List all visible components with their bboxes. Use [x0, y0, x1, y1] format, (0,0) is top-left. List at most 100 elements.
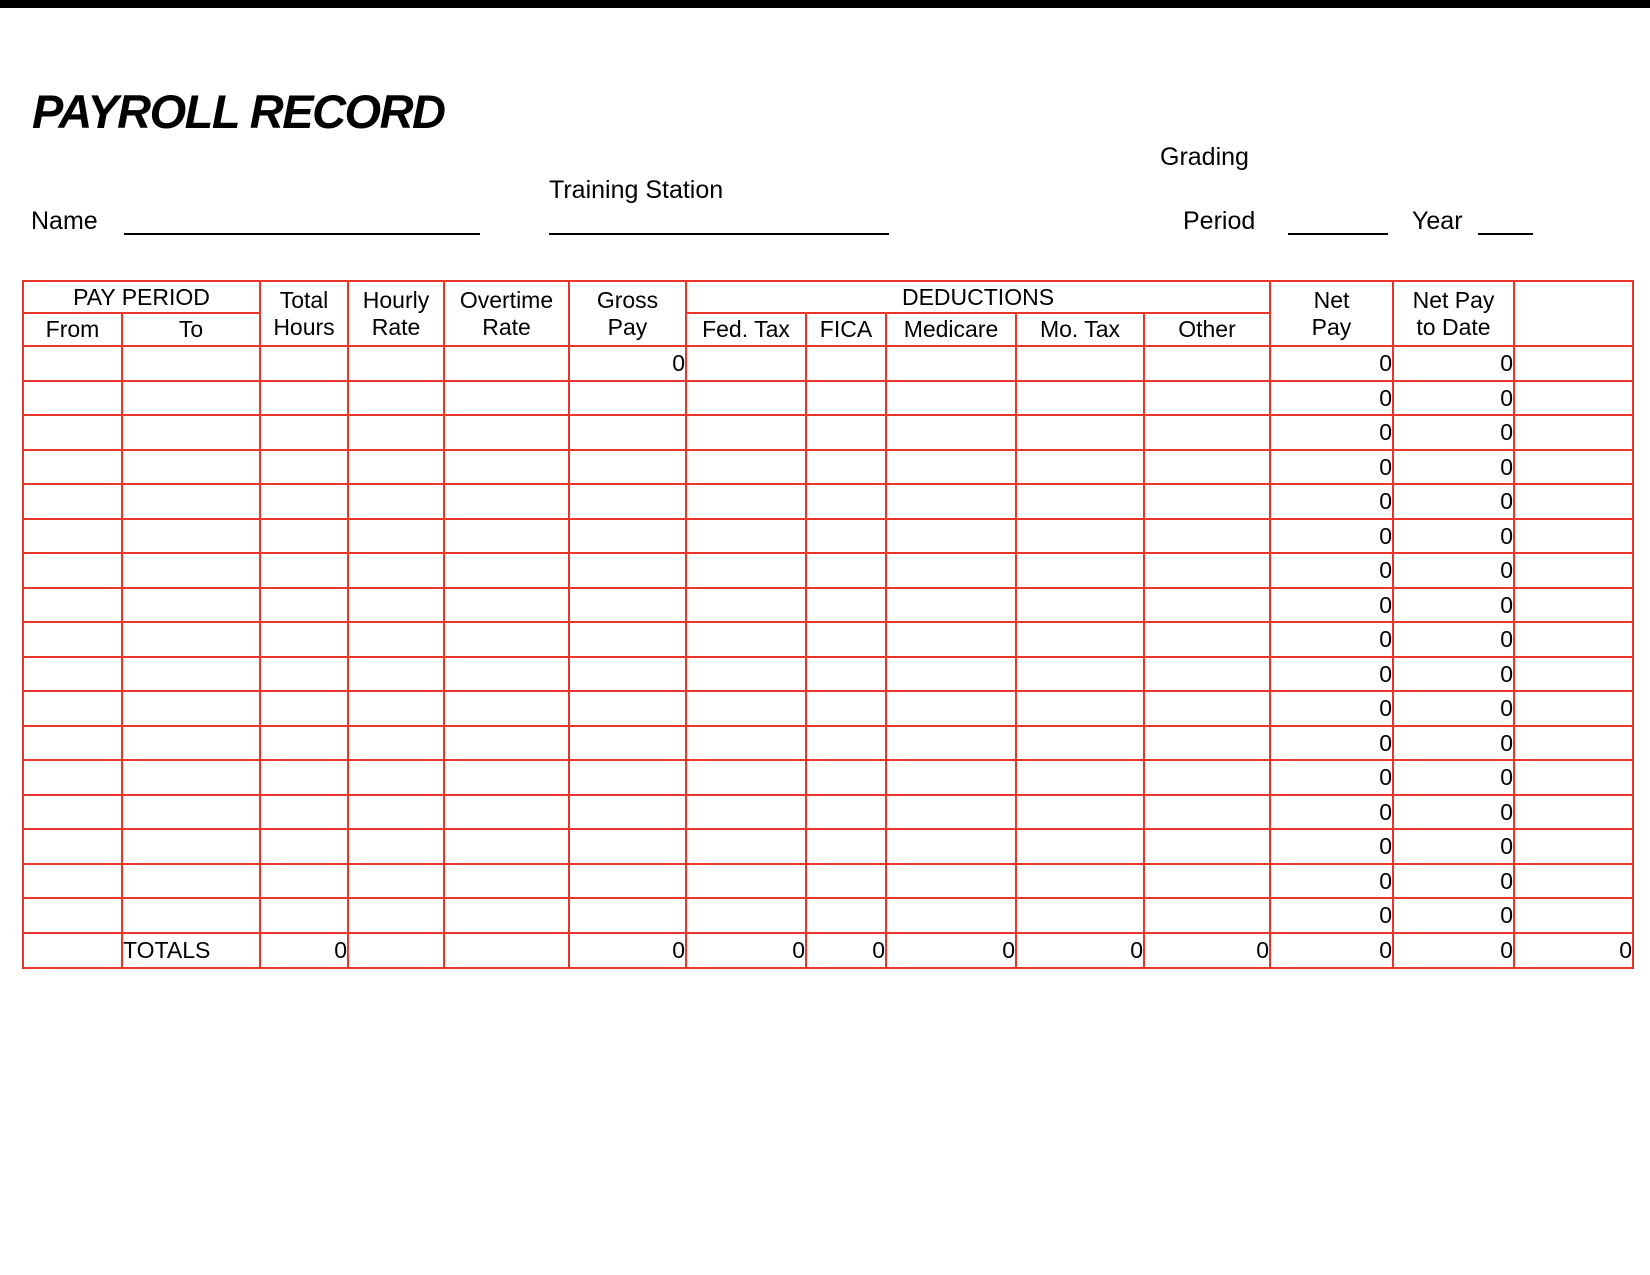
cell-net_pay_to_date-row14[interactable]: 0 [1392, 793, 1515, 830]
cell-net_pay_to_date-row3[interactable]: 0 [1392, 414, 1515, 451]
cell-hourly_rate-row2[interactable] [347, 379, 445, 416]
cell-to-row2[interactable] [121, 379, 261, 416]
cell-net_pay-row1[interactable]: 0 [1269, 345, 1394, 382]
cell-medicare-row4[interactable] [885, 448, 1017, 485]
cell-net_pay-totals[interactable]: 0 [1269, 931, 1394, 969]
cell-gross_pay-row3[interactable] [568, 414, 687, 451]
cell-other-row11[interactable] [1143, 690, 1271, 727]
cell-from-row15[interactable] [22, 828, 123, 865]
cell-gross_pay-row8[interactable] [568, 586, 687, 623]
cell-mo_tax-row13[interactable] [1015, 759, 1145, 796]
cell-overtime_rate-row3[interactable] [443, 414, 570, 451]
cell-net_pay-row17[interactable]: 0 [1269, 897, 1394, 934]
cell-total_hours-totals[interactable]: 0 [259, 931, 349, 969]
cell-net_pay-row9[interactable]: 0 [1269, 621, 1394, 658]
cell-fica-row9[interactable] [805, 621, 887, 658]
cell-gross_pay-row14[interactable] [568, 793, 687, 830]
cell-fed_tax-row17[interactable] [685, 897, 807, 934]
cell-hourly_rate-totals[interactable] [347, 931, 445, 969]
cell-total_hours-row5[interactable] [259, 483, 349, 520]
cell-medicare-row5[interactable] [885, 483, 1017, 520]
cell-mo_tax-row15[interactable] [1015, 828, 1145, 865]
cell-from-row4[interactable] [22, 448, 123, 485]
cell-other-row7[interactable] [1143, 552, 1271, 589]
cell-net_pay-row15[interactable]: 0 [1269, 828, 1394, 865]
cell-fica-row7[interactable] [805, 552, 887, 589]
cell-from-row10[interactable] [22, 655, 123, 692]
cell-fica-row6[interactable] [805, 517, 887, 554]
cell-hourly_rate-row9[interactable] [347, 621, 445, 658]
cell-mo_tax-row10[interactable] [1015, 655, 1145, 692]
cell-medicare-row3[interactable] [885, 414, 1017, 451]
cell-hourly_rate-row14[interactable] [347, 793, 445, 830]
cell-from-row1[interactable] [22, 345, 123, 382]
cell-net_pay-row8[interactable]: 0 [1269, 586, 1394, 623]
cell-hourly_rate-row8[interactable] [347, 586, 445, 623]
cell-to-row3[interactable] [121, 414, 261, 451]
cell-overtime_rate-row14[interactable] [443, 793, 570, 830]
cell-fica-row13[interactable] [805, 759, 887, 796]
cell-net_pay_to_date-totals[interactable]: 0 [1392, 931, 1515, 969]
cell-gross_pay-totals[interactable]: 0 [568, 931, 687, 969]
cell-other-row1[interactable] [1143, 345, 1271, 382]
cell-net_pay_to_date-row9[interactable]: 0 [1392, 621, 1515, 658]
cell-net_pay_to_date-row8[interactable]: 0 [1392, 586, 1515, 623]
cell-medicare-row16[interactable] [885, 862, 1017, 899]
cell-from-row6[interactable] [22, 517, 123, 554]
cell-other-row13[interactable] [1143, 759, 1271, 796]
cell-net_pay-row14[interactable]: 0 [1269, 793, 1394, 830]
cell-fed_tax-row11[interactable] [685, 690, 807, 727]
cell-other-totals[interactable]: 0 [1143, 931, 1271, 969]
cell-other-row3[interactable] [1143, 414, 1271, 451]
cell-gross_pay-row5[interactable] [568, 483, 687, 520]
cell-other-row5[interactable] [1143, 483, 1271, 520]
cell-overtime_rate-row2[interactable] [443, 379, 570, 416]
cell-fed_tax-row6[interactable] [685, 517, 807, 554]
cell-hourly_rate-row15[interactable] [347, 828, 445, 865]
cell-net_pay-row5[interactable]: 0 [1269, 483, 1394, 520]
cell-medicare-row2[interactable] [885, 379, 1017, 416]
cell-overtime_rate-row6[interactable] [443, 517, 570, 554]
cell-to-row4[interactable] [121, 448, 261, 485]
cell-medicare-totals[interactable]: 0 [885, 931, 1017, 969]
cell-fica-row15[interactable] [805, 828, 887, 865]
cell-fica-totals[interactable]: 0 [805, 931, 887, 969]
cell-overtime_rate-row13[interactable] [443, 759, 570, 796]
cell-other-row9[interactable] [1143, 621, 1271, 658]
cell-mo_tax-totals[interactable]: 0 [1015, 931, 1145, 969]
cell-total_hours-row17[interactable] [259, 897, 349, 934]
cell-net_pay_to_date-row11[interactable]: 0 [1392, 690, 1515, 727]
cell-gross_pay-row9[interactable] [568, 621, 687, 658]
cell-fed_tax-row7[interactable] [685, 552, 807, 589]
cell-gross_pay-row12[interactable] [568, 724, 687, 761]
cell-net_pay-row6[interactable]: 0 [1269, 517, 1394, 554]
cell-mo_tax-row5[interactable] [1015, 483, 1145, 520]
cell-net_pay_to_date-row4[interactable]: 0 [1392, 448, 1515, 485]
cell-gross_pay-row11[interactable] [568, 690, 687, 727]
cell-overtime_rate-row10[interactable] [443, 655, 570, 692]
cell-from-row14[interactable] [22, 793, 123, 830]
cell-overtime_rate-row1[interactable] [443, 345, 570, 382]
cell-from-row3[interactable] [22, 414, 123, 451]
cell-to-row7[interactable] [121, 552, 261, 589]
cell-gross_pay-row15[interactable] [568, 828, 687, 865]
cell-net_pay_to_date-row5[interactable]: 0 [1392, 483, 1515, 520]
cell-fica-row10[interactable] [805, 655, 887, 692]
cell-other-row2[interactable] [1143, 379, 1271, 416]
cell-fed_tax-row1[interactable] [685, 345, 807, 382]
cell-medicare-row9[interactable] [885, 621, 1017, 658]
cell-hourly_rate-row11[interactable] [347, 690, 445, 727]
cell-hourly_rate-row10[interactable] [347, 655, 445, 692]
cell-fica-row5[interactable] [805, 483, 887, 520]
cell-fed_tax-row13[interactable] [685, 759, 807, 796]
cell-total_hours-row8[interactable] [259, 586, 349, 623]
cell-fica-row11[interactable] [805, 690, 887, 727]
cell-mo_tax-row2[interactable] [1015, 379, 1145, 416]
cell-total_hours-row15[interactable] [259, 828, 349, 865]
cell-net_pay_to_date-row17[interactable]: 0 [1392, 897, 1515, 934]
cell-medicare-row10[interactable] [885, 655, 1017, 692]
cell-net_pay_to_date-row16[interactable]: 0 [1392, 862, 1515, 899]
cell-fed_tax-row14[interactable] [685, 793, 807, 830]
cell-medicare-row15[interactable] [885, 828, 1017, 865]
cell-mo_tax-row14[interactable] [1015, 793, 1145, 830]
